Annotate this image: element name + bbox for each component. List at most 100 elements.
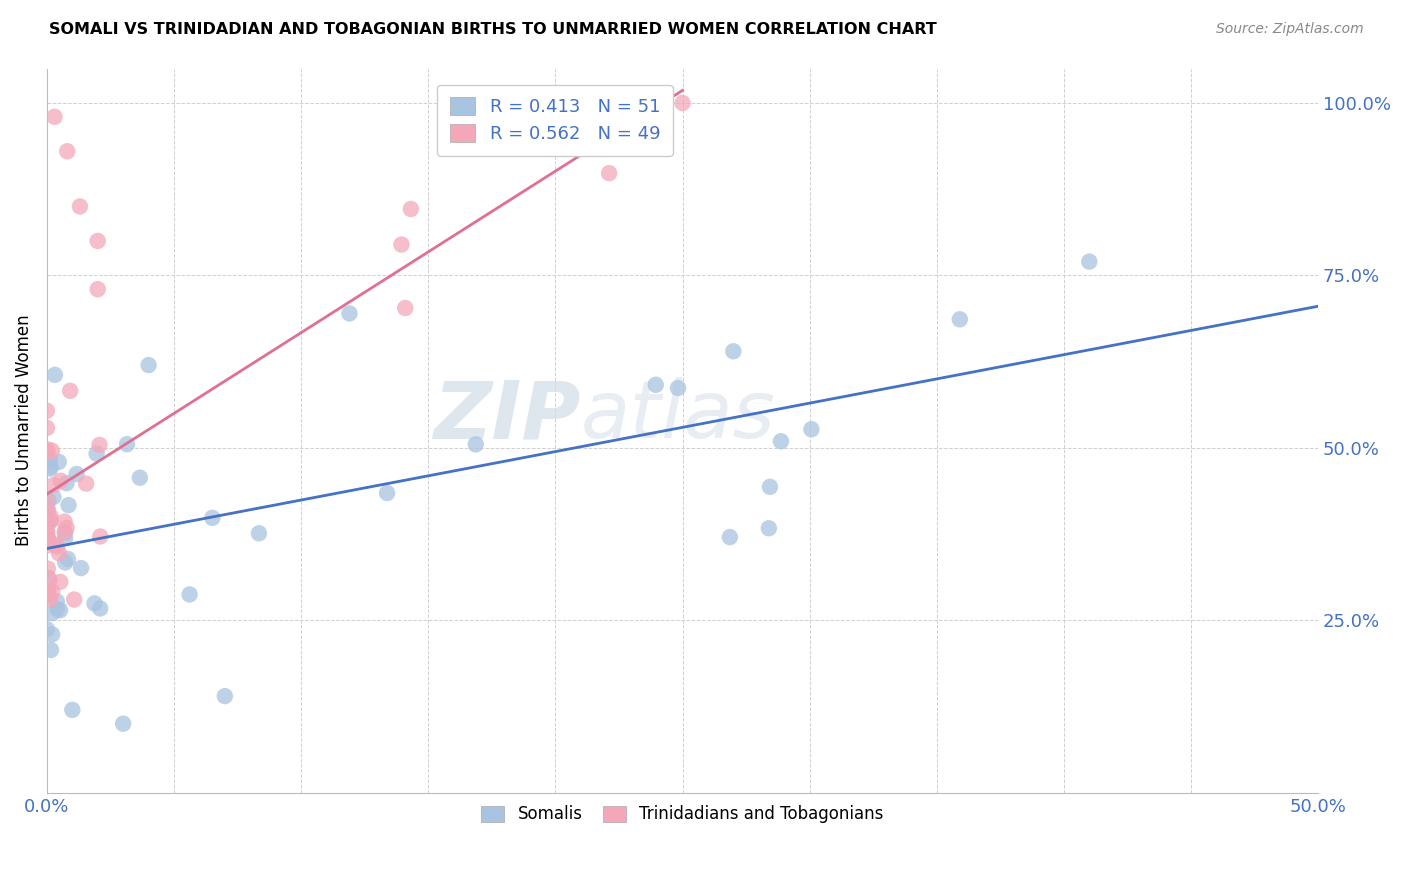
Point xyxy=(89,529,111,543)
Point xyxy=(56,552,79,566)
Point xyxy=(86,446,108,460)
Y-axis label: Births to Unmarried Women: Births to Unmarried Women xyxy=(15,315,32,547)
Point xyxy=(37,584,59,599)
Point xyxy=(87,234,110,248)
Point xyxy=(58,498,80,512)
Point xyxy=(53,524,76,539)
Point xyxy=(49,603,72,617)
Point xyxy=(53,525,76,540)
Point xyxy=(37,532,59,546)
Point xyxy=(37,501,59,516)
Point xyxy=(391,237,413,252)
Point xyxy=(247,526,270,541)
Point xyxy=(37,571,59,585)
Point xyxy=(37,493,59,508)
Point xyxy=(718,530,741,544)
Point xyxy=(1078,254,1101,268)
Point xyxy=(53,531,76,545)
Point xyxy=(41,584,63,599)
Point xyxy=(339,306,361,320)
Point xyxy=(41,443,63,458)
Point xyxy=(35,524,58,538)
Point xyxy=(39,515,62,529)
Point xyxy=(55,476,77,491)
Point xyxy=(59,384,82,398)
Point xyxy=(598,166,620,180)
Point xyxy=(375,486,398,500)
Point xyxy=(53,556,76,570)
Point xyxy=(37,494,59,508)
Point xyxy=(49,474,72,488)
Point xyxy=(44,368,66,382)
Point xyxy=(128,471,150,485)
Point xyxy=(37,587,59,601)
Point xyxy=(35,517,58,532)
Point xyxy=(399,202,422,216)
Point xyxy=(39,452,62,467)
Point xyxy=(769,434,792,449)
Point xyxy=(38,588,60,602)
Point xyxy=(39,509,62,524)
Point xyxy=(49,574,72,589)
Point xyxy=(759,480,782,494)
Point xyxy=(37,525,59,540)
Text: atlas: atlas xyxy=(581,377,776,455)
Point xyxy=(39,513,62,527)
Point xyxy=(75,476,97,491)
Point xyxy=(48,455,70,469)
Point xyxy=(800,422,823,436)
Legend: Somalis, Trinidadians and Tobagonians: Somalis, Trinidadians and Tobagonians xyxy=(470,794,896,835)
Point xyxy=(37,445,59,459)
Point xyxy=(620,117,643,131)
Point xyxy=(35,622,58,636)
Point xyxy=(41,627,63,641)
Point xyxy=(46,602,69,616)
Point xyxy=(115,437,138,451)
Point xyxy=(70,561,93,575)
Point xyxy=(214,689,236,703)
Text: SOMALI VS TRINIDADIAN AND TOBAGONIAN BIRTHS TO UNMARRIED WOMEN CORRELATION CHART: SOMALI VS TRINIDADIAN AND TOBAGONIAN BIR… xyxy=(49,22,936,37)
Point xyxy=(138,358,160,372)
Point xyxy=(87,282,110,296)
Point xyxy=(949,312,972,326)
Point xyxy=(45,594,67,608)
Point xyxy=(645,117,668,131)
Point xyxy=(53,515,76,529)
Point xyxy=(112,716,135,731)
Point xyxy=(48,546,70,560)
Point xyxy=(644,377,666,392)
Point xyxy=(42,478,65,492)
Point xyxy=(758,521,780,535)
Point xyxy=(83,596,105,610)
Point xyxy=(179,587,201,601)
Point xyxy=(38,573,60,587)
Point xyxy=(37,561,59,575)
Point xyxy=(44,538,66,552)
Point xyxy=(39,592,62,607)
Point xyxy=(723,344,745,359)
Point xyxy=(666,381,689,395)
Point xyxy=(63,592,86,607)
Point xyxy=(56,145,79,159)
Point xyxy=(201,511,224,525)
Point xyxy=(41,606,63,620)
Point xyxy=(66,467,89,481)
Point xyxy=(35,403,58,417)
Point xyxy=(46,540,69,554)
Point xyxy=(39,459,62,474)
Point xyxy=(37,535,59,549)
Point xyxy=(55,521,77,535)
Point xyxy=(394,301,416,315)
Point xyxy=(44,110,66,124)
Point xyxy=(37,505,59,519)
Point xyxy=(89,438,111,452)
Point xyxy=(69,199,91,213)
Point xyxy=(39,643,62,657)
Point xyxy=(42,490,65,504)
Point xyxy=(37,583,59,598)
Point xyxy=(35,539,58,553)
Text: Source: ZipAtlas.com: Source: ZipAtlas.com xyxy=(1216,22,1364,37)
Text: ZIP: ZIP xyxy=(433,377,581,455)
Point xyxy=(671,95,693,110)
Point xyxy=(464,437,486,451)
